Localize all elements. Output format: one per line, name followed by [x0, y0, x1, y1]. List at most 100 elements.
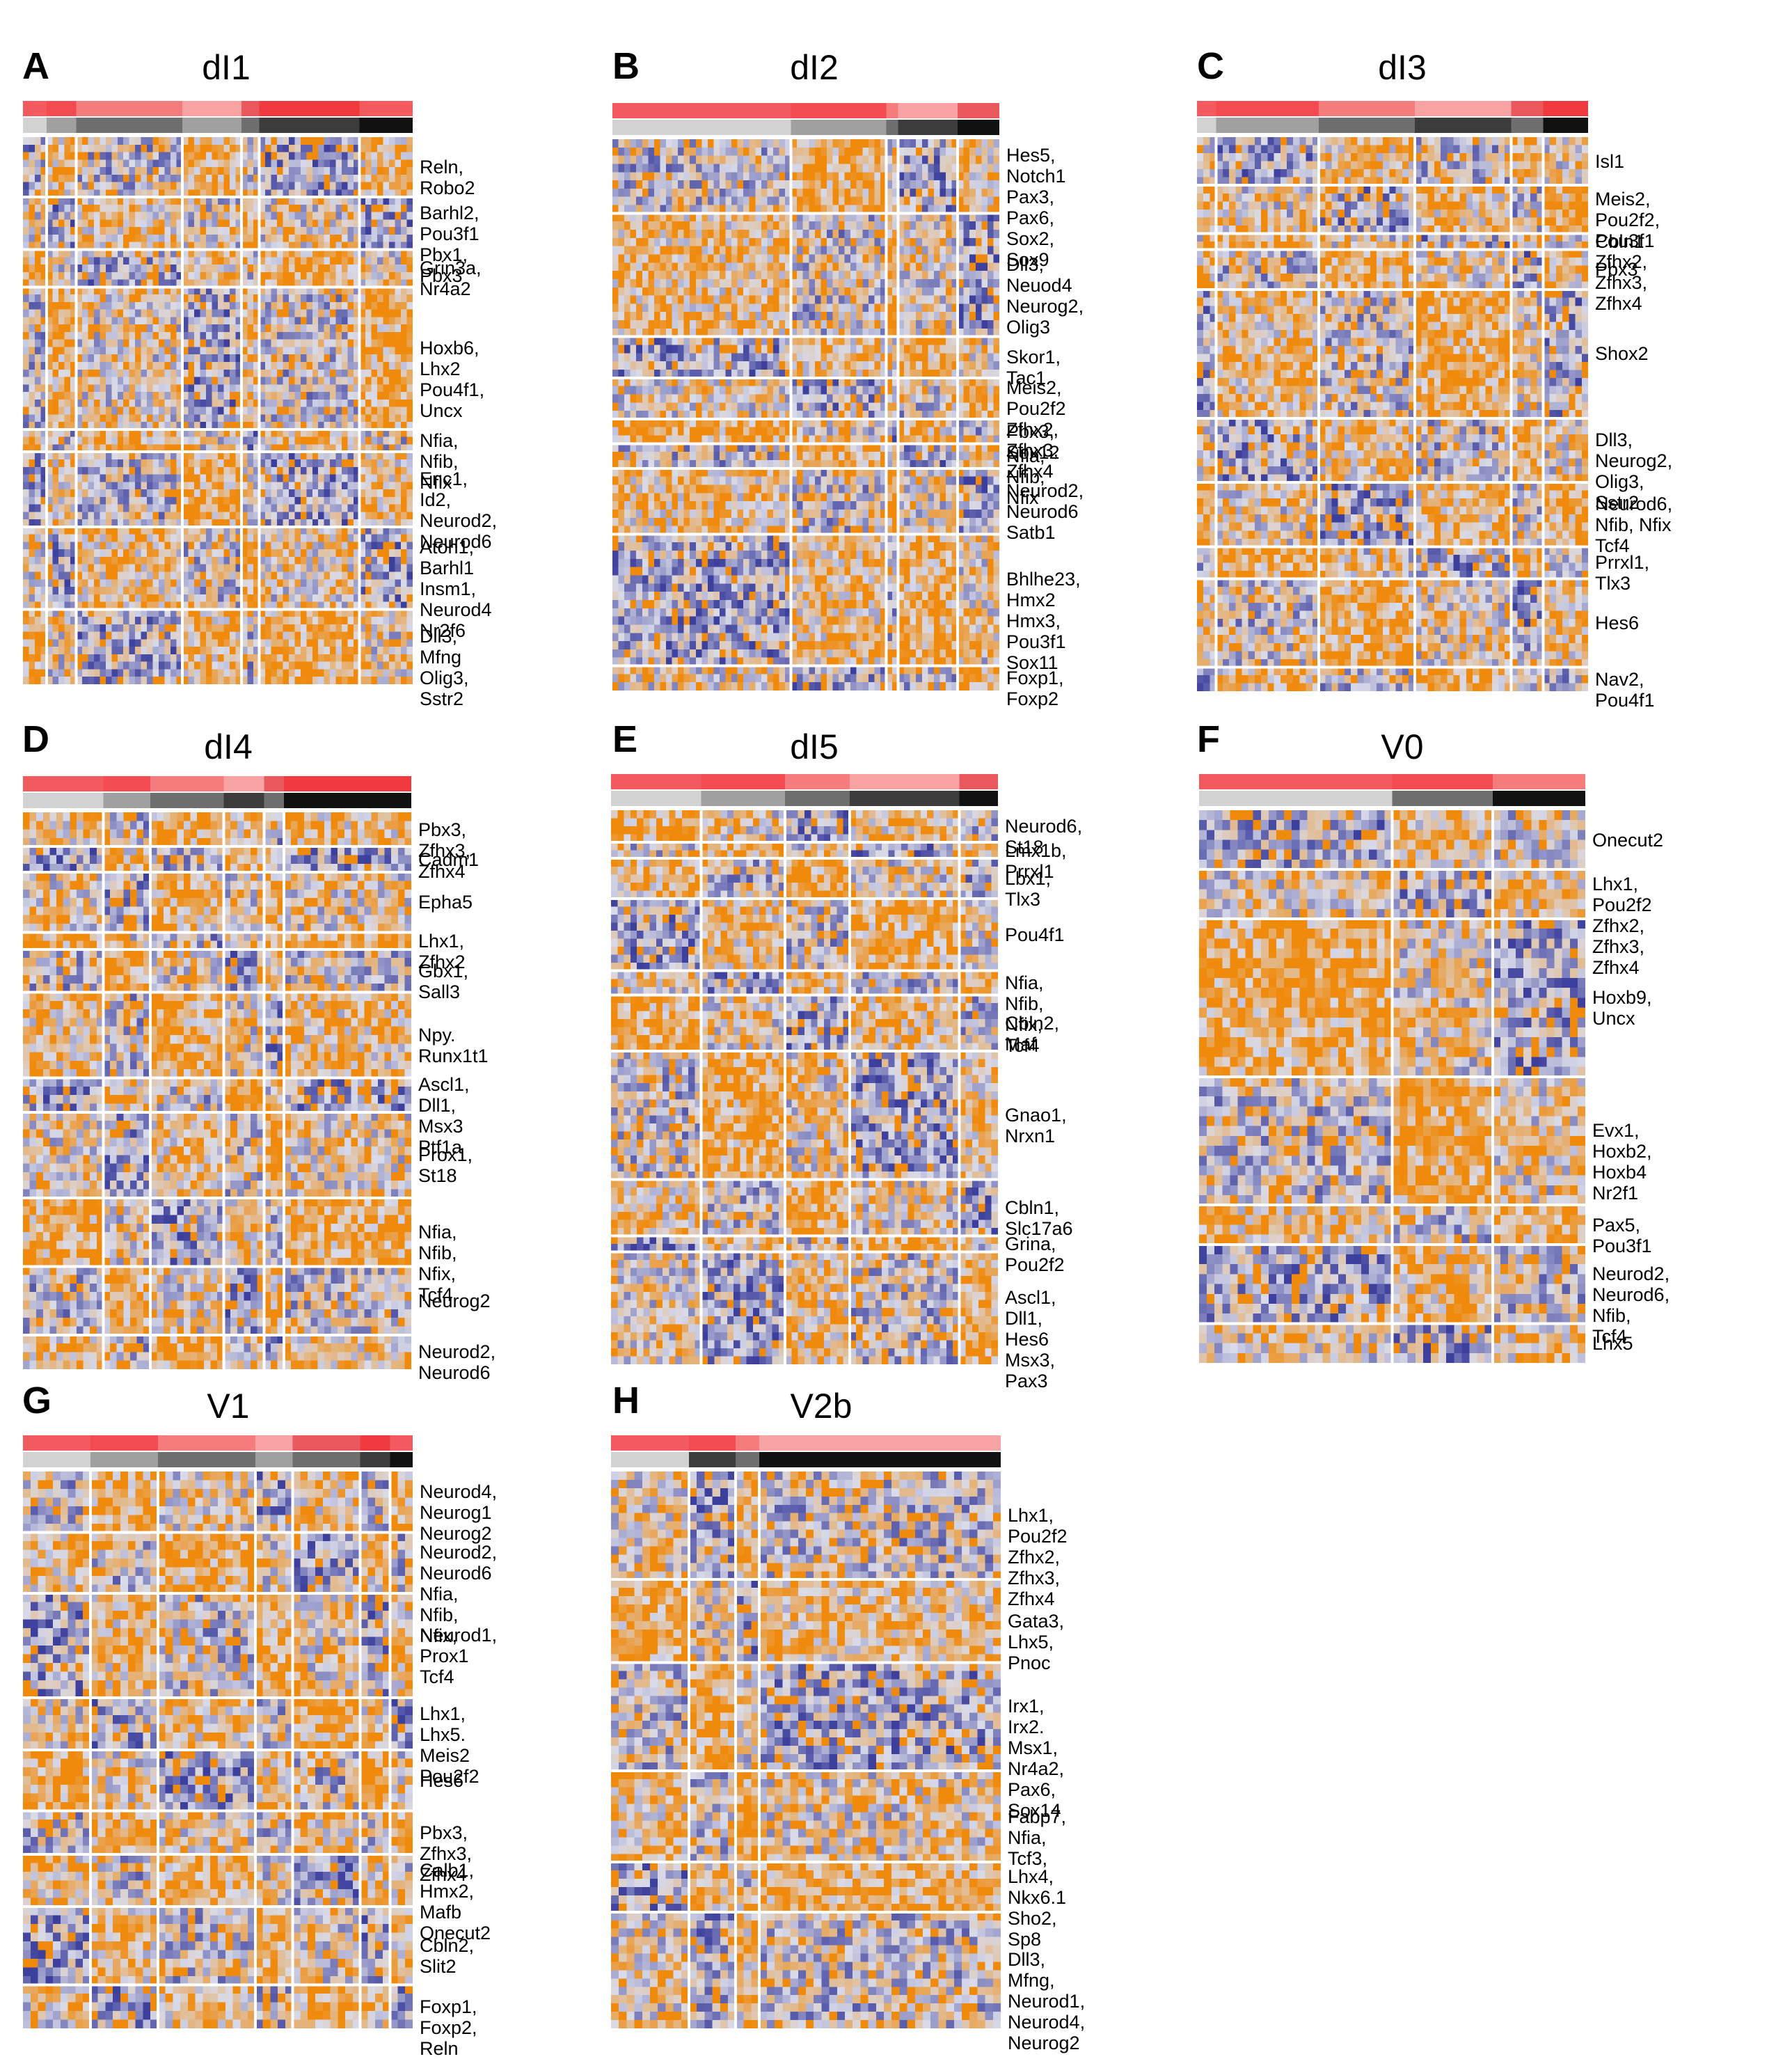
row-divider [1197, 665, 1588, 668]
cluster-bar-segment [150, 776, 224, 791]
stage-bar-segment [23, 793, 103, 808]
panel-letter: A [22, 47, 49, 85]
row-divider [23, 608, 413, 610]
heatmap-svg [612, 103, 999, 691]
gene-group-label: Lbx1, Tlx3 [1005, 868, 1051, 910]
row-divider [1197, 288, 1588, 291]
stage-bar-segment [1197, 118, 1216, 133]
row-divider [23, 428, 413, 431]
column-divider [359, 1472, 362, 2028]
stage-bar-segment [1393, 791, 1493, 806]
row-divider [1197, 248, 1588, 251]
column-divider [1542, 137, 1545, 691]
heatmap [1199, 774, 1585, 1363]
column-divider [45, 137, 48, 684]
cluster-bar-segment [1415, 101, 1511, 116]
column-divider [958, 810, 960, 1364]
gene-group-label: Hoxb6, Lhx2 Pou4f1, Uncx [420, 338, 484, 421]
gene-group-label: Cbln2, Slit2 [420, 1935, 474, 1977]
stage-bar-segment [850, 791, 960, 806]
cluster-bar-segment [1216, 101, 1319, 116]
stage-bar-segment [1544, 118, 1588, 133]
gene-group-label: Epha5 [418, 892, 473, 913]
stage-bar-segment [1511, 118, 1543, 133]
stage-bar-segment [360, 118, 413, 133]
gene-group-label: Neurod6, Nfib, Nfix Tcf4 [1595, 494, 1672, 556]
column-divider [897, 139, 900, 691]
cluster-bar-segment [182, 101, 241, 116]
stage-bar-segment [791, 120, 887, 135]
stage-bar-segment [360, 1452, 390, 1467]
row-divider [611, 1234, 998, 1237]
stage-bar-segment [241, 118, 259, 133]
row-divider [611, 897, 998, 900]
cluster-bar-segment [1493, 774, 1585, 789]
stage-bar-segment [23, 118, 47, 133]
panel-letter: H [612, 1382, 640, 1419]
row-divider [611, 1178, 998, 1181]
gene-group-label: Grin3a, Nr4a2 [420, 258, 482, 299]
row-divider [23, 1810, 413, 1813]
stage-bar-segment [785, 791, 850, 806]
stage-bar-segment [90, 1452, 158, 1467]
gene-group-label: Neurod2, Neurod6 Satb1 [1006, 480, 1084, 543]
column-divider [389, 1472, 392, 2028]
stage-bar-segment [293, 1452, 360, 1467]
row-divider [23, 1197, 411, 1199]
column-divider [784, 810, 786, 1364]
heatmap [23, 776, 411, 1369]
row-divider [23, 1984, 413, 1987]
gene-group-label: Neurod1, Prox1 Tcf4 [420, 1625, 497, 1687]
gene-group-label: Gnao1, Nrxn1 [1005, 1105, 1067, 1146]
heatmap-svg [1199, 774, 1585, 1363]
row-divider [23, 948, 411, 951]
gene-group-label: Gbx1, Sall3 [418, 961, 468, 1002]
gene-group-label: Foxp1, Foxp2, Reln [420, 1996, 477, 2059]
heatmap [611, 774, 998, 1364]
row-divider [611, 1578, 1001, 1581]
gene-group-label: Lhx4, Nkx6.1 Sho2, Sp8 [1008, 1866, 1066, 1950]
row-divider [23, 1531, 413, 1534]
cluster-bar-segment [958, 103, 999, 118]
cluster-bar-segment [611, 1435, 689, 1451]
column-divider [790, 139, 793, 691]
panel-title: V2b [791, 1389, 853, 1423]
column-divider [102, 812, 104, 1369]
column-divider [956, 139, 959, 691]
gene-group-label: Neurod2, Neurod6 [418, 1341, 495, 1383]
row-divider [611, 1050, 998, 1052]
row-divider [23, 1077, 411, 1080]
heatmap-cells [1197, 137, 1588, 691]
cluster-bar-segment [390, 1435, 413, 1451]
gene-group-label: Hes6 [420, 1770, 463, 1791]
cluster-bar-segment [224, 776, 264, 791]
column-divider [885, 139, 887, 691]
stage-bar-segment [103, 793, 150, 808]
stage-bar-segment [23, 1452, 90, 1467]
cluster-bar-segment [886, 103, 898, 118]
cluster-bar-segment [689, 1435, 736, 1451]
cluster-bar-segment [701, 774, 785, 789]
column-divider [149, 812, 152, 1369]
column-divider [358, 137, 361, 684]
gene-group-label: Pax5, Pou3f1 [1592, 1215, 1652, 1256]
row-divider [23, 1592, 413, 1595]
column-divider [257, 137, 260, 684]
row-divider [612, 665, 999, 668]
column-divider [262, 812, 265, 1369]
cluster-bar-segment [76, 101, 182, 116]
gene-group-label: Lhx1, Pou2f2 Zfhx2, Zfhx3, Zfhx4 [1592, 874, 1652, 978]
heatmap-svg [611, 774, 998, 1364]
cluster-bar-segment [959, 774, 998, 789]
gene-group-label: Neurog2 [418, 1291, 491, 1311]
gene-group-label: Grina, Pou2f2 [1005, 1233, 1065, 1275]
stage-bar-segment [1319, 118, 1415, 133]
heatmap-svg [23, 101, 413, 684]
gene-group-label: Evx1, Hoxb2, Hoxb4 Nr2f1 [1592, 1120, 1652, 1204]
stage-bar-segment [612, 120, 791, 135]
panel-title: dI1 [202, 50, 251, 85]
gene-group-label: Calb1, Hmx2, Mafb Onecut2 [420, 1860, 491, 1943]
panel-letter: C [1197, 47, 1224, 85]
row-divider [611, 1861, 1001, 1863]
column-divider [1391, 810, 1394, 1363]
